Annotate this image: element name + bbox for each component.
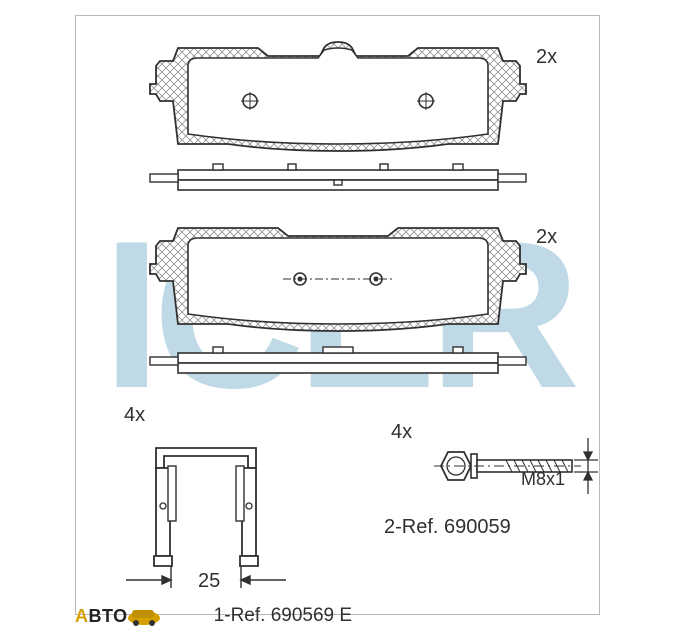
diagram-svg	[76, 16, 601, 616]
brake-pad-top	[150, 42, 526, 151]
clip-dimension: 25	[198, 570, 220, 593]
bolt-qty: 4x	[391, 421, 412, 444]
logo-prefix: A	[75, 606, 89, 626]
brake-pad-top-side	[150, 164, 526, 190]
brake-pad-bottom-side	[150, 347, 526, 373]
footer-logo: ABTO	[75, 606, 128, 627]
bolt-thread: M8x1	[521, 469, 565, 490]
brake-pad-bottom	[150, 228, 526, 331]
bolt	[434, 438, 598, 494]
clip-qty: 4x	[124, 404, 145, 427]
retaining-clip	[126, 448, 286, 588]
ref1-label: 1-Ref. 690569 E	[214, 605, 352, 627]
logo-car-icon	[126, 605, 164, 627]
diagram-frame: ICER	[75, 15, 600, 615]
logo-rest: BTO	[89, 606, 128, 626]
footer: ABTO 1-Ref. 690569 E	[75, 602, 600, 630]
pad-top-qty: 2x	[536, 46, 557, 69]
ref2-label: 2-Ref. 690059	[384, 516, 511, 539]
pad-bottom-qty: 2x	[536, 226, 557, 249]
